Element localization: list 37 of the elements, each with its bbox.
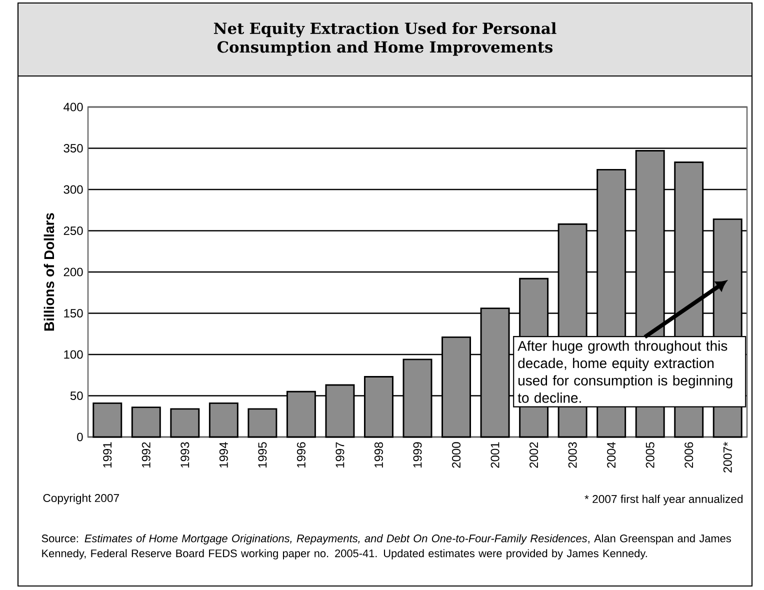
y-tick-label: 350 (64, 144, 83, 153)
y-tick-label: 400 (64, 102, 83, 112)
x-tick-label: 2003 (568, 442, 577, 468)
y-axis-title: Billions of Dollars (44, 213, 54, 331)
x-tick-label: 2002 (530, 442, 538, 468)
x-tick-label: 1991 (103, 442, 112, 468)
y-tick-label: 100 (64, 350, 83, 359)
chart-title: Net Equity Extraction Used for Personal Consumption and Home Improvements (214, 22, 556, 56)
x-tick-label: 2006 (684, 442, 694, 468)
x-tick-label: 1995 (258, 442, 267, 468)
bar (248, 408, 278, 438)
x-tick-label: 1994 (219, 442, 228, 468)
x-tick-label: 1998 (374, 442, 383, 468)
x-tick-label: 2007* (723, 442, 732, 472)
y-tick-label: 300 (64, 185, 83, 194)
text: Copyright 2007 (43, 494, 119, 504)
x-tick-label: 1999 (413, 442, 422, 468)
text: * 2007 first half year annualized (584, 494, 743, 506)
x-tick-label: 2001 (490, 442, 500, 468)
x-tick-label: 2004 (607, 442, 616, 468)
x-tick-label: 1993 (180, 442, 190, 468)
source-note: Source: Estimates of Home Mortgage Originations, Repayments, and Debt On One-to-Four-Family Residences, Alan Greenspan and James Kennedy, Federal Reserve Board FEDS working paper no. 2005-41. Updated estimates were provided by James Kennedy. (42, 534, 731, 560)
y-tick-label: 250 (64, 226, 83, 236)
y-tick-label: 200 (64, 268, 83, 276)
x-tick-label: 2005 (646, 442, 654, 468)
bar (208, 402, 238, 438)
x-tick-label: 1997 (336, 442, 344, 468)
x-tick-label: 1996 (296, 442, 306, 468)
bar (92, 402, 122, 438)
y-tick-label: 150 (64, 308, 83, 318)
y-tick-label: 0 (77, 432, 83, 442)
x-tick-label: 1992 (142, 442, 150, 468)
bar (131, 406, 161, 438)
bar (170, 408, 200, 438)
x-tick-label: 2000 (452, 442, 461, 468)
annotation: After huge growth throughout this decade, home equity extraction used for consumption is beginning to decline. (518, 340, 732, 403)
y-tick-label: 50 (70, 391, 83, 400)
